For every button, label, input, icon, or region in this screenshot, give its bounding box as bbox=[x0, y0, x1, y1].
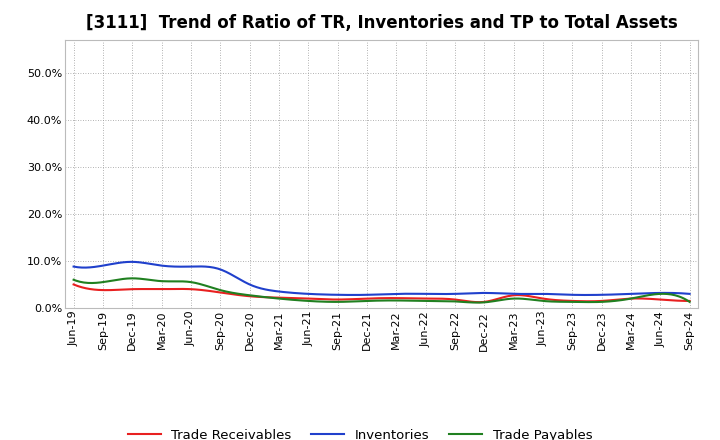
Inventories bbox=[438, 291, 446, 297]
Trade Payables bbox=[438, 298, 446, 304]
Inventories bbox=[631, 291, 640, 296]
Trade Payables bbox=[436, 298, 445, 304]
Inventories bbox=[127, 259, 135, 264]
Inventories bbox=[449, 291, 457, 297]
Trade Receivables bbox=[69, 282, 78, 287]
Trade Receivables bbox=[71, 282, 80, 288]
Line: Inventories: Inventories bbox=[73, 262, 690, 295]
Trade Receivables bbox=[475, 300, 484, 305]
Trade Payables bbox=[631, 295, 640, 300]
Trade Payables bbox=[69, 277, 78, 282]
Trade Payables bbox=[473, 300, 482, 305]
Inventories bbox=[69, 264, 78, 269]
Inventories bbox=[582, 292, 591, 297]
Trade Receivables bbox=[434, 296, 443, 301]
Trade Receivables bbox=[630, 296, 639, 301]
Trade Payables bbox=[449, 299, 457, 304]
Legend: Trade Receivables, Inventories, Trade Payables: Trade Receivables, Inventories, Trade Pa… bbox=[127, 429, 593, 440]
Trade Receivables bbox=[590, 299, 599, 304]
Trade Payables bbox=[685, 299, 694, 304]
Line: Trade Payables: Trade Payables bbox=[73, 279, 690, 303]
Trade Receivables bbox=[685, 298, 694, 304]
Trade Receivables bbox=[436, 296, 445, 301]
Trade Receivables bbox=[446, 297, 455, 302]
Trade Payables bbox=[593, 299, 601, 304]
Inventories bbox=[436, 291, 445, 297]
Line: Trade Receivables: Trade Receivables bbox=[73, 284, 690, 302]
Title: [3111]  Trend of Ratio of TR, Inventories and TP to Total Assets: [3111] Trend of Ratio of TR, Inventories… bbox=[86, 15, 678, 33]
Trade Payables bbox=[129, 276, 138, 281]
Inventories bbox=[685, 291, 694, 297]
Inventories bbox=[71, 264, 80, 270]
Inventories bbox=[593, 292, 601, 297]
Trade Payables bbox=[71, 278, 80, 283]
